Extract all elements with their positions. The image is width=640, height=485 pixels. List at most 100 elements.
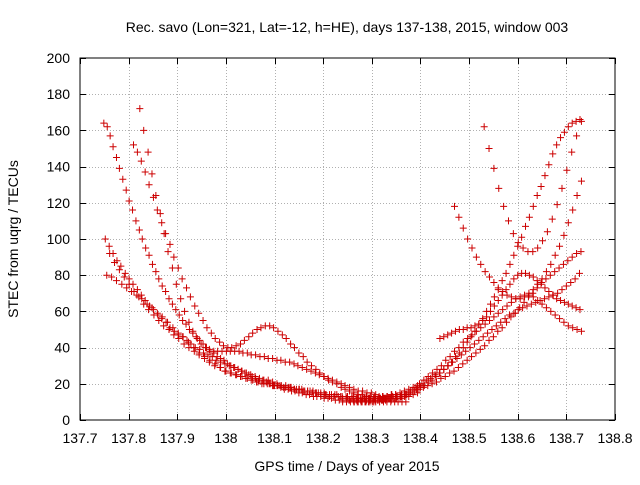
data-point [245, 333, 253, 341]
data-point [195, 309, 203, 317]
data-point [479, 316, 487, 324]
data-point [503, 302, 511, 310]
data-point [141, 297, 149, 305]
data-point [553, 201, 561, 209]
data-point [221, 360, 229, 368]
data-point [484, 329, 492, 337]
data-point [317, 389, 325, 397]
data-point [164, 248, 172, 256]
data-point [498, 324, 506, 332]
data-point [141, 168, 149, 176]
data-point [407, 387, 415, 395]
data-point [494, 297, 502, 305]
data-point [282, 335, 290, 343]
data-point [132, 217, 140, 225]
data-point [503, 291, 511, 299]
data-point [568, 119, 576, 127]
data-point [190, 347, 198, 355]
data-point [514, 271, 522, 279]
data-point [503, 318, 511, 326]
data-point [510, 275, 518, 283]
data-point [448, 329, 456, 337]
data-point [507, 293, 515, 301]
data-point [543, 228, 551, 236]
data-point [274, 327, 282, 335]
data-point [249, 329, 257, 337]
data-point [502, 269, 510, 277]
data-point [537, 183, 545, 191]
data-point [480, 123, 488, 131]
data-point [522, 269, 530, 277]
x-tick-label: 138.8 [597, 430, 632, 446]
data-point [450, 367, 458, 375]
data-point [529, 286, 537, 294]
data-point [464, 335, 472, 343]
data-point [556, 242, 564, 250]
data-point [492, 322, 500, 330]
data-point [203, 324, 211, 332]
data-point [486, 273, 494, 281]
data-point [384, 394, 392, 402]
data-point [255, 374, 263, 382]
data-point [185, 344, 193, 352]
data-point [189, 327, 197, 335]
data-point [440, 333, 448, 341]
data-point [436, 335, 444, 343]
data-point [490, 313, 498, 321]
data-point [444, 362, 452, 370]
data-point [477, 324, 485, 332]
data-point [467, 333, 475, 341]
data-point [337, 380, 345, 388]
data-point [468, 331, 476, 339]
data-point [551, 311, 559, 319]
data-point [106, 132, 114, 140]
data-point [521, 293, 529, 301]
data-point [145, 251, 153, 259]
data-point [529, 202, 537, 210]
data-point [328, 376, 336, 384]
chart-title: Rec. savo (Lon=321, Lat=-12, h=HE), days… [126, 19, 569, 35]
data-point [130, 141, 137, 149]
data-point [165, 295, 173, 303]
data-point [117, 262, 125, 270]
data-point [476, 345, 484, 353]
data-point [553, 141, 561, 149]
y-tick-label: 140 [47, 159, 71, 175]
data-point [567, 278, 575, 286]
data-point [472, 327, 480, 335]
data-point [212, 356, 220, 364]
data-point [481, 342, 489, 350]
data-point [286, 358, 294, 366]
data-point [541, 172, 549, 180]
data-point [506, 280, 514, 288]
data-point [152, 192, 160, 200]
data-point [542, 268, 550, 276]
data-point [164, 318, 172, 326]
data-point [142, 244, 150, 252]
grid-lines [80, 58, 615, 420]
data-point [118, 280, 126, 288]
data-point [519, 244, 527, 252]
data-point [145, 306, 153, 314]
data-point [551, 251, 559, 259]
data-points [100, 105, 585, 406]
data-point [551, 268, 559, 276]
data-point [216, 338, 224, 346]
data-point [208, 353, 216, 361]
data-point [573, 132, 581, 140]
data-point [232, 342, 240, 350]
data-point [108, 273, 116, 281]
data-point [155, 316, 163, 324]
data-point [158, 219, 166, 227]
data-point [560, 128, 568, 136]
data-point [485, 145, 493, 152]
data-point [148, 304, 156, 312]
data-point [169, 324, 177, 332]
data-point [122, 186, 130, 194]
y-axis-label: STEC from uqrg / TECUs [5, 160, 21, 318]
data-point [119, 175, 127, 183]
data-point [299, 353, 307, 361]
data-point [400, 387, 408, 395]
data-point [101, 235, 109, 243]
